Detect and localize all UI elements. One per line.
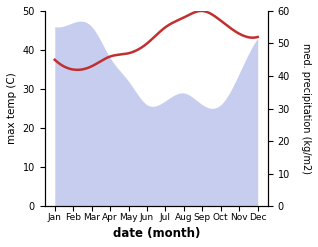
Y-axis label: max temp (C): max temp (C) — [7, 73, 17, 144]
X-axis label: date (month): date (month) — [113, 227, 200, 240]
Y-axis label: med. precipitation (kg/m2): med. precipitation (kg/m2) — [301, 43, 311, 174]
